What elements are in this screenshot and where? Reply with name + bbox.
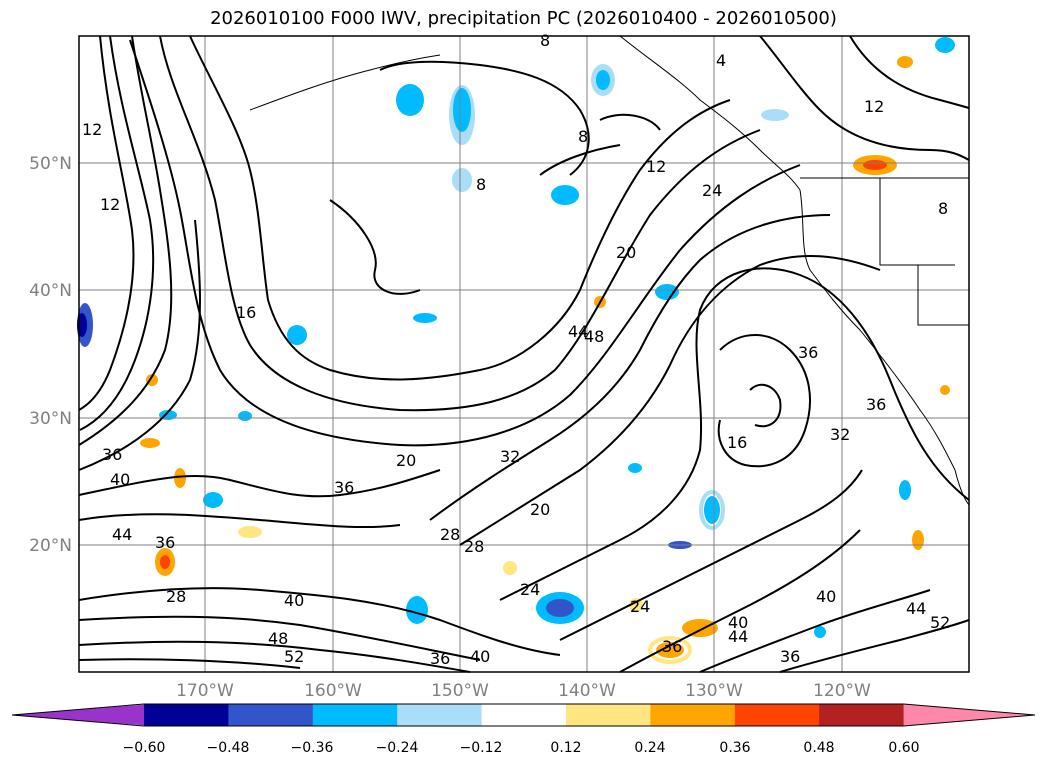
colorbar-tick-label: 0.60 bbox=[888, 740, 919, 756]
longitude-labels: 170°W 160°W 150°W 140°W 130°W 120°W bbox=[176, 681, 871, 701]
colorbar-segment bbox=[228, 704, 314, 726]
contour-label: 44 bbox=[728, 627, 748, 646]
gridlines bbox=[79, 36, 969, 672]
lon-label-140w: 140°W bbox=[558, 681, 616, 701]
contour-label: 52 bbox=[930, 613, 950, 632]
precipitation-shading bbox=[77, 37, 955, 664]
contour-labels: 8 4 12 12 12 24 20 16 44 48 36 16 32 36 … bbox=[82, 31, 950, 668]
contour-label: 36 bbox=[798, 343, 818, 362]
colorbar-tick-label: −0.12 bbox=[460, 740, 503, 756]
lat-label-20n: 20°N bbox=[29, 536, 72, 556]
contour-label: 20 bbox=[530, 500, 550, 519]
contour-label: 20 bbox=[616, 243, 636, 262]
map-panel bbox=[77, 35, 970, 673]
colorbar-tick-label: −0.48 bbox=[207, 740, 250, 756]
lon-label-160w: 160°W bbox=[304, 681, 362, 701]
contour-label: 24 bbox=[702, 181, 722, 200]
contour-label: 12 bbox=[82, 120, 102, 139]
contour-label: 28 bbox=[440, 525, 460, 544]
contour-label: 44 bbox=[568, 322, 588, 341]
contour-label: 44 bbox=[906, 599, 926, 618]
colorbar bbox=[11, 703, 1036, 727]
contour-label: 8 bbox=[476, 175, 486, 194]
contour-label: 40 bbox=[470, 647, 490, 666]
map-title: 2026010100 F000 IWV, precipitation PC (2… bbox=[210, 8, 837, 29]
contour-label: 48 bbox=[268, 629, 288, 648]
contour-label: 32 bbox=[500, 447, 520, 466]
colorbar-tick-label: 0.24 bbox=[634, 740, 665, 756]
lat-label-30n: 30°N bbox=[29, 409, 72, 429]
colorbar-extension-high bbox=[903, 704, 1035, 726]
coastline bbox=[249, 35, 970, 506]
contour-label: 12 bbox=[864, 97, 884, 116]
colorbar-segment bbox=[397, 704, 483, 726]
lon-label-120w: 120°W bbox=[813, 681, 871, 701]
colorbar-tick-label: −0.36 bbox=[291, 740, 334, 756]
contour-label: 36 bbox=[780, 647, 800, 666]
contour-label: 36 bbox=[102, 445, 122, 464]
colorbar-tick-label: −0.24 bbox=[376, 740, 419, 756]
colorbar-segment bbox=[144, 704, 229, 726]
colorbar-tick-label: 0.12 bbox=[550, 740, 581, 756]
colorbar-tick-label: 0.48 bbox=[803, 740, 834, 756]
contour-label: 32 bbox=[830, 425, 850, 444]
contour-label: 8 bbox=[540, 31, 550, 50]
contour-label: 52 bbox=[284, 647, 304, 666]
lat-label-50n: 50°N bbox=[29, 154, 72, 174]
contour-label: 36 bbox=[866, 395, 886, 414]
lat-label-40n: 40°N bbox=[29, 281, 72, 301]
colorbar-segment bbox=[650, 704, 736, 726]
colorbar-segment bbox=[566, 704, 651, 726]
lon-label-150w: 150°W bbox=[431, 681, 489, 701]
contour-label: 8 bbox=[938, 199, 948, 218]
lon-label-130w: 130°W bbox=[685, 681, 743, 701]
contour-label: 12 bbox=[646, 157, 666, 176]
iwv-contours bbox=[78, 35, 970, 673]
contour-label: 36 bbox=[430, 649, 450, 668]
contour-label: 12 bbox=[100, 195, 120, 214]
colorbar-segment bbox=[734, 704, 820, 726]
contour-label: 40 bbox=[816, 587, 836, 606]
contour-label: 8 bbox=[578, 127, 588, 146]
colorbar-segment bbox=[481, 704, 567, 726]
contour-label: 36 bbox=[334, 478, 354, 497]
colorbar-outline bbox=[11, 703, 1036, 727]
contour-label: 16 bbox=[727, 433, 747, 452]
contour-label: 28 bbox=[166, 587, 186, 606]
contour-label: 24 bbox=[520, 580, 540, 599]
lon-label-170w: 170°W bbox=[176, 681, 234, 701]
colorbar-labels: −0.60 −0.48 −0.36 −0.24 −0.12 0.12 0.24 … bbox=[123, 740, 920, 756]
colorbar-segment bbox=[312, 704, 398, 726]
contour-label: 16 bbox=[236, 303, 256, 322]
colorbar-extension-low bbox=[12, 704, 153, 726]
contour-label: 48 bbox=[584, 327, 604, 346]
contour-label: 36 bbox=[662, 637, 682, 656]
contour-label: 40 bbox=[728, 613, 748, 632]
contour-label: 40 bbox=[284, 591, 304, 610]
contour-label: 24 bbox=[630, 597, 650, 616]
latitude-labels: 50°N 40°N 30°N 20°N bbox=[29, 154, 72, 556]
contour-label: 4 bbox=[716, 51, 726, 70]
colorbar-tick-label: −0.60 bbox=[123, 740, 166, 756]
contour-label: 28 bbox=[464, 537, 484, 556]
contour-label: 36 bbox=[155, 533, 175, 552]
contour-label: 20 bbox=[396, 451, 416, 470]
contour-label: 40 bbox=[110, 470, 130, 489]
colorbar-segment bbox=[819, 704, 905, 726]
contour-label: 44 bbox=[112, 525, 132, 544]
colorbar-tick-label: 0.36 bbox=[719, 740, 750, 756]
